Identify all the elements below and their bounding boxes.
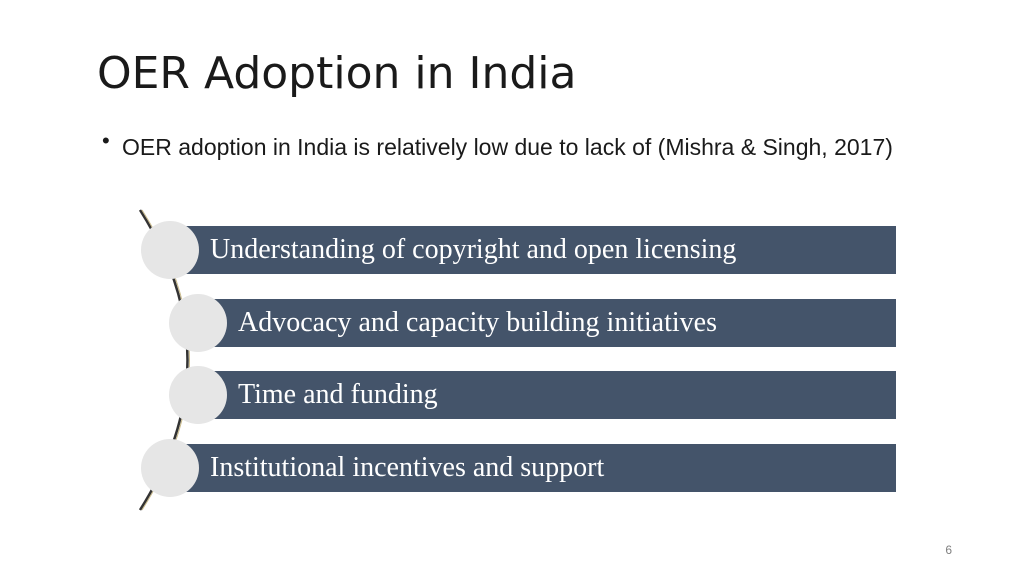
- list-item: Institutional incentives and support: [170, 444, 896, 492]
- list-item: Advocacy and capacity building initiativ…: [198, 299, 896, 347]
- list-item-circle: [169, 294, 227, 352]
- list-item-circle: [141, 439, 199, 497]
- bullet-text: OER adoption in India is relatively low …: [122, 134, 893, 160]
- list-item-circle: [141, 221, 199, 279]
- slide-title: OER Adoption in India: [97, 48, 577, 99]
- page-number: 6: [945, 543, 952, 557]
- bullet-marker: •: [102, 128, 110, 153]
- list-item-circle: [169, 366, 227, 424]
- list-item: Time and funding: [198, 371, 896, 419]
- list-item: Understanding of copyright and open lice…: [170, 226, 896, 274]
